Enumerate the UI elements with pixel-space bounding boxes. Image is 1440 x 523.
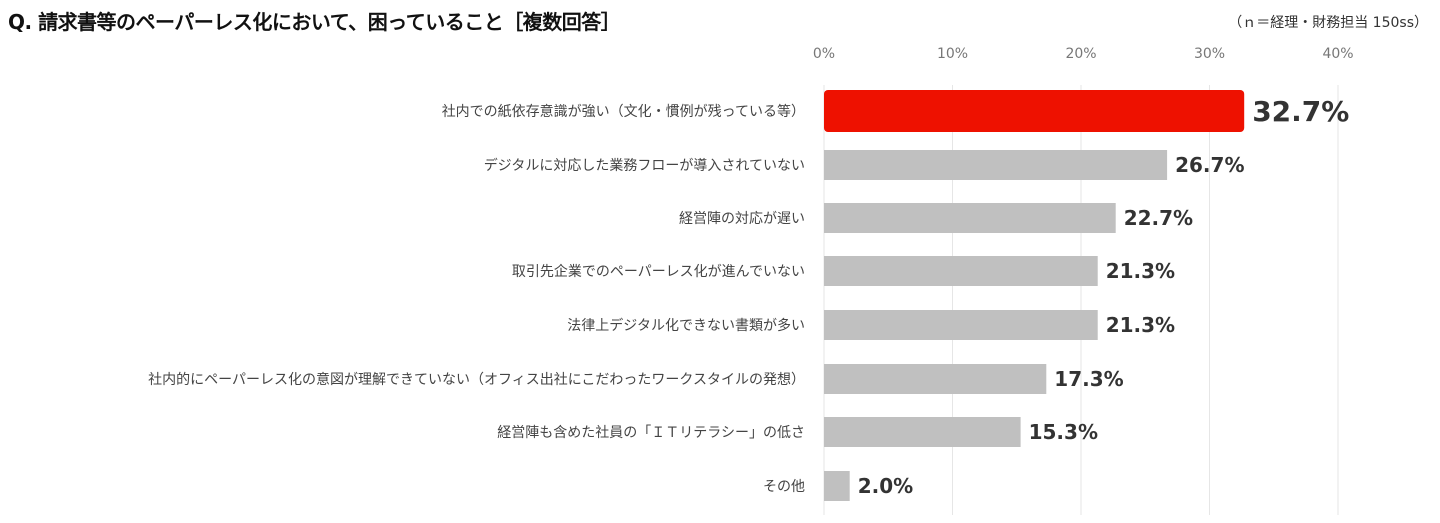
- data-label: 2.0%: [858, 474, 913, 498]
- x-tick-label: 40%: [1322, 46, 1353, 62]
- data-label: 21.3%: [1106, 259, 1175, 283]
- sample-size-note: （ｎ＝経理・財務担当 150ss）: [1228, 15, 1428, 31]
- category-label: 経営陣も含めた社員の「ＩＴリテラシー」の低さ: [497, 425, 805, 441]
- bar: [824, 310, 1098, 340]
- bar: [824, 364, 1047, 394]
- bar: [824, 203, 1116, 233]
- category-label: 法律上デジタル化できない書類が多い: [567, 317, 805, 334]
- data-label: 17.3%: [1054, 367, 1123, 391]
- category-label: 社内的にペーパーレス化の意図が理解できていない（オフィス出社にこだわったワークス…: [148, 371, 805, 388]
- x-tick-label: 20%: [1065, 46, 1096, 62]
- category-label: 経営陣の対応が遅い: [679, 211, 805, 227]
- data-label: 26.7%: [1175, 153, 1244, 177]
- data-label: 15.3%: [1029, 420, 1098, 444]
- category-label: 社内での紙依存意識が強い（文化・慣例が残っている等）: [442, 103, 805, 120]
- category-label: デジタルに対応した業務フローが導入されていない: [484, 157, 805, 174]
- data-label: 22.7%: [1124, 206, 1193, 230]
- x-tick-label: 30%: [1194, 46, 1225, 62]
- bar: [824, 256, 1098, 286]
- x-tick-label: 0%: [813, 46, 835, 62]
- bar: [824, 90, 1245, 132]
- bar: [824, 471, 850, 501]
- data-label: 21.3%: [1106, 313, 1175, 337]
- bar: [824, 150, 1168, 180]
- bar: [824, 417, 1021, 447]
- x-tick-label: 10%: [937, 46, 968, 62]
- data-label: 32.7%: [1252, 95, 1349, 128]
- chart-title: Q. 請求書等のペーパーレス化において、困っていること［複数回答］: [8, 10, 621, 34]
- category-label: その他: [763, 479, 805, 495]
- category-label: 取引先企業でのペーパーレス化が進んでいない: [512, 263, 805, 280]
